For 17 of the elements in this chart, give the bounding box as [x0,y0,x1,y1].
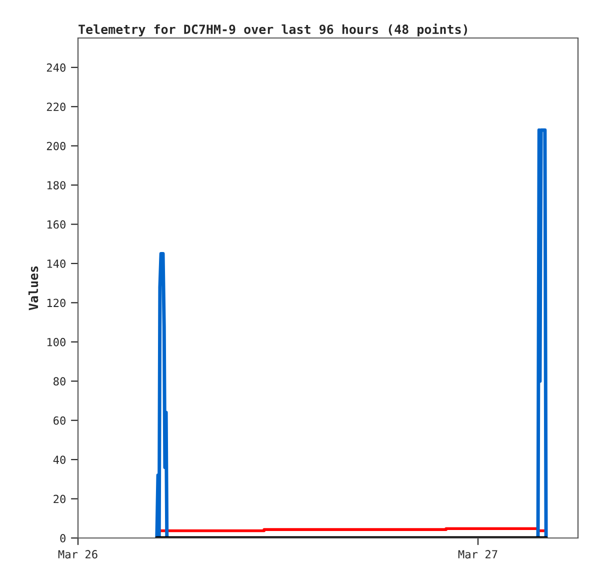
y-tick-label: 40 [53,456,66,464]
y-tick-label: 200 [46,142,66,150]
x-tick-label: Mar 26 [58,550,98,558]
y-tick-label: 220 [46,102,66,112]
y-tick-label: 0 [60,534,66,542]
y-tick-label: 140 [47,259,66,268]
y-tick-label: 160 [47,220,66,229]
y-tick-label: 120 [47,298,66,308]
y-tick-label: 20 [54,494,66,504]
x-tick-label: Mar 27 [458,550,498,558]
chart-title: Telemetry for DC7HM-9 over last 96 hours (48 points) [78,24,467,36]
y-tick-label: 100 [47,338,66,346]
y-tick-label: 240 [46,63,66,72]
y-tick-label: 180 [47,181,66,190]
y-tick-label: 80 [54,377,66,386]
y-tick-label: 60 [54,416,66,425]
y-axis-title: Values [28,266,38,310]
